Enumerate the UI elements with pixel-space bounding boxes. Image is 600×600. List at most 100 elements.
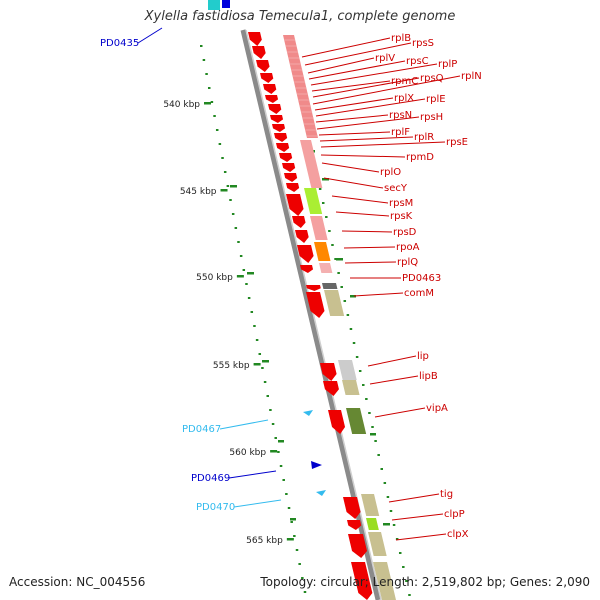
gene-arrow (328, 410, 346, 434)
feature-leader-line (353, 292, 404, 297)
gc-dot-right (358, 370, 362, 372)
box-vipA (346, 408, 367, 434)
gene-arrow-track (248, 32, 373, 600)
gc-dot-right (398, 552, 402, 554)
gc-dot-right (343, 300, 347, 302)
feature-label-rplx: rplX (394, 93, 414, 104)
gene-arrow (252, 46, 266, 59)
genome-summary-text: Topology: circular; Length: 2,519,802 bp… (260, 575, 590, 589)
gc-dot-right (334, 258, 337, 260)
feature-leader-line (335, 211, 390, 217)
feature-label-rpsd: rpsD (393, 227, 417, 238)
partial-feature-cyan (208, 0, 220, 10)
box-ribosomal-operon (283, 35, 318, 138)
kbp-scale: 540 kbp 545 kbp 550 kbp 555 kbp 560 kbp 565 k… (163, 100, 294, 546)
feature-label-rplv: rplV (375, 53, 395, 64)
gc-dot-left (274, 437, 277, 439)
marker-PD0469 (311, 461, 322, 469)
gene-arrow (297, 245, 314, 263)
gc-dot-right (386, 496, 390, 498)
gc-dot-right (355, 356, 359, 358)
scale-tick-mark (236, 275, 244, 278)
gc-dot-left (239, 255, 243, 257)
feature-label-rplo: rplO (380, 167, 401, 178)
gc-dot-right (362, 384, 365, 386)
gc-dot-right (408, 594, 411, 596)
box-secY (304, 188, 323, 214)
gc-dot-left (213, 115, 216, 117)
gene-arrow (348, 534, 368, 558)
gc-dash (262, 360, 269, 363)
gene-arrow (260, 73, 274, 83)
feature-leader-line (320, 141, 446, 148)
backbone-highlight (245, 29, 382, 600)
gc-dot-left (202, 59, 206, 61)
gc-dot-left (242, 269, 246, 271)
gc-dot-right (349, 328, 353, 330)
gc-dot-left (218, 143, 222, 145)
gene-arrow (270, 115, 284, 123)
gc-dot-left (269, 409, 272, 411)
feature-leader-line (315, 98, 426, 117)
gc-dot-right (368, 412, 371, 414)
feature-label-pd0470: PD0470 (196, 502, 235, 513)
gc-dash (336, 258, 343, 261)
feature-label-rpsh: rpsH (420, 112, 443, 123)
box-comM (324, 290, 345, 316)
box-rplQ (319, 263, 333, 273)
gc-dot-left (295, 549, 299, 551)
gc-dot-left (215, 129, 219, 131)
gc-dot-left (221, 157, 224, 159)
feature-label-pd0435: PD0435 (100, 38, 139, 49)
gc-dot-left (226, 185, 230, 187)
gc-dot-left (200, 45, 203, 47)
gc-dot-right (405, 580, 408, 582)
scale-tick-mark (220, 189, 228, 192)
right-feature-labels: rplB rpsS rplV rpsC rplP rpmC rpsQ rplN rplX rplE… (301, 33, 482, 541)
gc-dot-right (395, 538, 399, 540)
feature-label-rpmc: rpmC (391, 76, 418, 87)
feature-leader-line (388, 493, 440, 503)
gc-dot-right (321, 202, 325, 204)
feature-label-rpse: rpsE (446, 137, 468, 148)
gc-dash (247, 272, 254, 275)
feature-label-clpx: clpX (447, 529, 469, 540)
gc-dot-left (282, 479, 285, 481)
feature-label-comm: comM (404, 288, 434, 299)
feature-leader-line (391, 513, 444, 521)
gene-arrow (306, 292, 325, 318)
feature-leader-line (341, 230, 393, 233)
box-clpP (366, 518, 379, 530)
feature-label-rpmd: rpmD (406, 152, 434, 163)
gc-dot-left (285, 493, 288, 495)
gene-arrow (323, 381, 339, 396)
feature-leader-line (307, 57, 375, 74)
feature-leader-line (343, 246, 396, 249)
feature-label-pd0463: PD0463 (402, 273, 441, 284)
gc-dot-right (346, 314, 350, 316)
gc-dot-left (301, 577, 304, 579)
gc-dot-left (261, 367, 264, 369)
gc-dot-right (337, 272, 340, 274)
feature-label-pd0469: PD0469 (191, 473, 230, 484)
gc-dot-left (234, 227, 238, 229)
scale-tick-label: 545 kbp (180, 187, 217, 197)
partial-feature-blue (222, 0, 230, 8)
gene-arrow (300, 265, 314, 273)
gc-dot-right (328, 230, 331, 232)
feature-leader-line (233, 499, 282, 508)
gc-dot-left (287, 507, 291, 509)
feature-label-tig: tig (440, 489, 453, 500)
gc-dot-left (255, 339, 259, 341)
feature-label-rplb: rplB (391, 33, 411, 44)
box-tig (361, 494, 380, 516)
feature-label-rpoa: rpoA (396, 242, 420, 253)
gene-arrow (320, 363, 337, 381)
feature-boxes-track (283, 35, 397, 600)
gene-arrow (248, 32, 262, 46)
gc-dot-left (303, 591, 307, 593)
gc-dot-right (325, 216, 328, 218)
feature-label-vipa: vipA (426, 403, 448, 414)
gene-arrow (268, 104, 282, 114)
